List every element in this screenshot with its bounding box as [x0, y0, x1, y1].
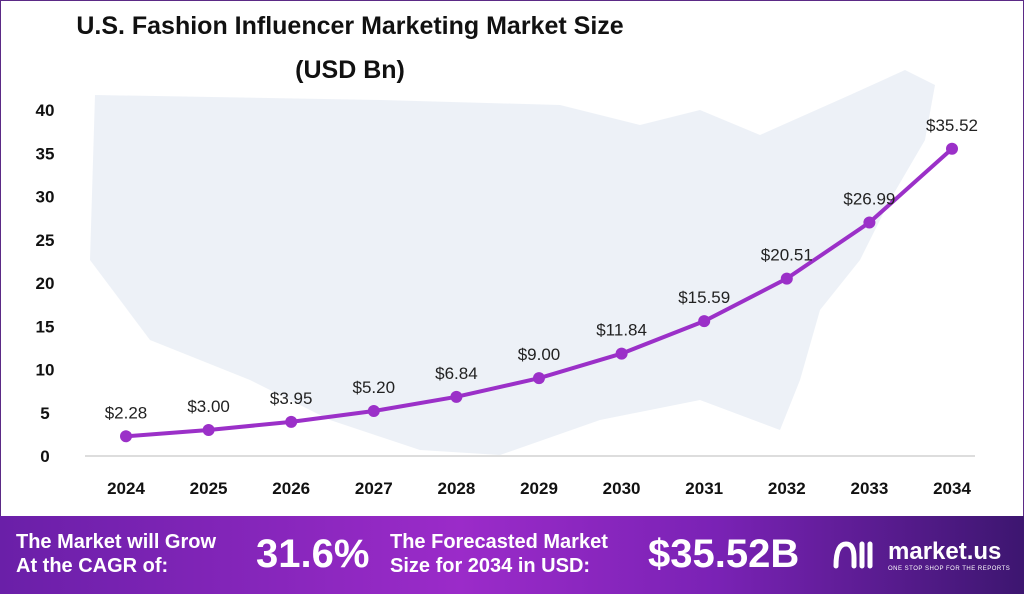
chart-title: U.S. Fashion Influencer Marketing Market… [76, 12, 624, 40]
data-label: $20.51 [761, 246, 813, 265]
market-us-logo-icon [833, 541, 873, 569]
y-tick-label: 25 [36, 231, 55, 250]
us-map-background [90, 70, 935, 455]
x-tick-label: 2034 [933, 479, 971, 498]
cagr-value: 31.6% [256, 532, 370, 576]
data-point [946, 142, 958, 155]
y-tick-label: 10 [36, 361, 55, 380]
data-point [780, 272, 793, 285]
data-label: $6.84 [435, 364, 478, 383]
data-label: $11.84 [596, 321, 647, 340]
y-tick-label: 40 [36, 101, 55, 120]
x-tick-label: 2026 [272, 479, 310, 498]
data-point [202, 424, 215, 437]
logo-name: market.us [888, 538, 1002, 565]
x-tick-label: 2027 [355, 479, 393, 498]
chart-subtitle: (USD Bn) [295, 56, 405, 84]
data-label: $15.59 [678, 288, 730, 307]
data-point [533, 372, 545, 385]
data-point [450, 390, 463, 403]
forecast-label-line2: Size for 2034 in USD: [390, 555, 591, 577]
data-point [698, 315, 711, 328]
data-label: $26.99 [843, 190, 895, 209]
data-point [863, 216, 876, 229]
data-label: $3.00 [187, 397, 230, 416]
data-point [120, 430, 132, 443]
y-tick-label: 5 [40, 404, 49, 423]
forecast-value: $35.52B [648, 532, 800, 576]
data-point [285, 415, 298, 428]
data-label: $5.20 [353, 378, 396, 397]
x-tick-label: 2029 [520, 479, 558, 498]
y-tick-label: 15 [36, 317, 55, 336]
x-tick-label: 2024 [107, 479, 145, 498]
cagr-label-line2: At the CAGR of: [16, 555, 169, 577]
x-tick-label: 2031 [685, 479, 723, 498]
logo-tagline: ONE STOP SHOP FOR THE REPORTS [888, 566, 1011, 572]
x-tick-label: 2028 [437, 479, 475, 498]
y-tick-label: 20 [36, 274, 55, 293]
data-label: $2.28 [105, 403, 148, 422]
y-tick-label: 30 [36, 188, 55, 207]
data-label: $35.52 [926, 116, 978, 135]
y-tick-label: 35 [36, 144, 55, 163]
x-tick-label: 2032 [768, 479, 806, 498]
forecast-label-line1: The Forecasted Market [390, 531, 608, 553]
data-point [615, 347, 628, 360]
cagr-label: The Market will Grow At the CAGR of: [16, 530, 216, 578]
x-tick-label: 2025 [190, 479, 228, 498]
cagr-label-line1: The Market will Grow [16, 531, 217, 553]
data-point [367, 405, 380, 418]
summary-banner: The Market will Grow At the CAGR of: 31.… [0, 516, 1024, 594]
x-tick-label: 2033 [850, 479, 888, 498]
data-label: $3.95 [270, 389, 313, 408]
x-tick-label: 2030 [603, 479, 641, 498]
forecast-label: The Forecasted Market Size for 2034 in U… [390, 530, 608, 578]
y-tick-label: 0 [40, 447, 49, 466]
data-label: $9.00 [518, 345, 561, 364]
